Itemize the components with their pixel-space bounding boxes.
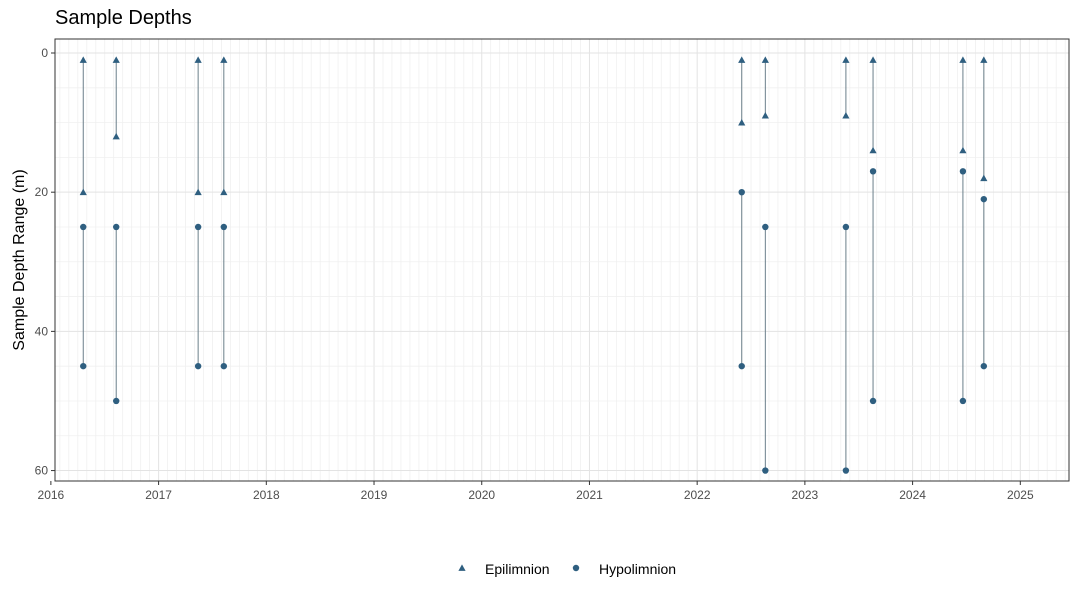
- x-tick-label: 2016: [38, 488, 65, 502]
- grid: [55, 39, 1069, 481]
- point-hypolimnion: [842, 467, 850, 474]
- point-hypolimnion: [762, 467, 769, 474]
- legend-label-hypolimnion: Hypolimnion: [599, 561, 676, 577]
- point-hypolimnion: [194, 223, 202, 231]
- point-hypolimnion: [959, 397, 967, 405]
- point-epilimnion: [959, 56, 967, 63]
- x-tick-label: 2017: [145, 488, 172, 502]
- y-tick-label: 20: [35, 185, 49, 199]
- point-epilimnion: [112, 132, 120, 140]
- point-hypolimnion: [842, 223, 850, 231]
- point-hypolimnion: [738, 362, 745, 370]
- point-epilimnion: [761, 56, 769, 63]
- x-tick-label: 2021: [576, 488, 603, 502]
- y-tick-label: 60: [35, 464, 49, 478]
- point-epilimnion: [112, 56, 120, 63]
- point-epilimnion: [194, 188, 202, 196]
- x-tick-label: 2022: [684, 488, 711, 502]
- point-hypolimnion: [762, 223, 769, 231]
- data-points: [79, 56, 988, 474]
- x-tick-label: 2019: [361, 488, 388, 502]
- point-epilimnion: [738, 118, 746, 126]
- legend-label-epilimnion: Epilimnion: [485, 561, 550, 577]
- range-lines: [82, 59, 985, 471]
- point-epilimnion: [959, 146, 967, 154]
- x-tick-label: 2018: [253, 488, 280, 502]
- point-epilimnion: [869, 146, 877, 154]
- x-tick-label: 2024: [899, 488, 926, 502]
- point-epilimnion: [980, 56, 988, 63]
- panel-border: [54, 38, 1070, 482]
- point-epilimnion: [738, 56, 746, 63]
- y-axis: 0 20 40 60: [35, 46, 55, 478]
- x-axis: 2016 2017 2018 2019 2020 2021 2022 2023 2024 2025: [38, 481, 1034, 502]
- point-hypolimnion: [220, 362, 228, 370]
- point-hypolimnion: [113, 223, 120, 231]
- point-hypolimnion: [738, 188, 745, 196]
- point-epilimnion: [761, 112, 769, 119]
- point-epilimnion: [79, 56, 87, 63]
- y-axis-title: Sample Depth Range (m): [11, 169, 28, 350]
- point-hypolimnion: [113, 397, 120, 405]
- point-hypolimnion: [80, 362, 87, 370]
- x-tick-label: 2020: [468, 488, 495, 502]
- point-epilimnion: [980, 174, 988, 182]
- x-tick-label: 2023: [792, 488, 819, 502]
- point-hypolimnion: [959, 168, 967, 175]
- point-hypolimnion: [220, 223, 228, 231]
- y-tick-label: 40: [35, 324, 49, 338]
- point-hypolimnion: [80, 223, 87, 231]
- chart-title: Sample Depths: [55, 7, 192, 29]
- point-epilimnion: [220, 56, 228, 63]
- legend: Epilimnion Hypolimnion: [458, 561, 676, 577]
- point-epilimnion: [220, 188, 228, 196]
- point-hypolimnion: [869, 168, 877, 175]
- legend-key-hypolimnion: [572, 564, 580, 572]
- point-hypolimnion: [194, 362, 202, 370]
- point-epilimnion: [79, 188, 87, 196]
- legend-key-epilimnion: [458, 564, 466, 571]
- point-hypolimnion: [980, 195, 988, 203]
- point-epilimnion: [842, 112, 850, 119]
- point-epilimnion: [842, 56, 850, 63]
- point-hypolimnion: [980, 362, 988, 370]
- point-hypolimnion: [869, 397, 877, 405]
- point-epilimnion: [194, 56, 202, 63]
- point-epilimnion: [869, 56, 877, 63]
- y-tick-label: 0: [41, 46, 48, 60]
- x-tick-label: 2025: [1007, 488, 1034, 502]
